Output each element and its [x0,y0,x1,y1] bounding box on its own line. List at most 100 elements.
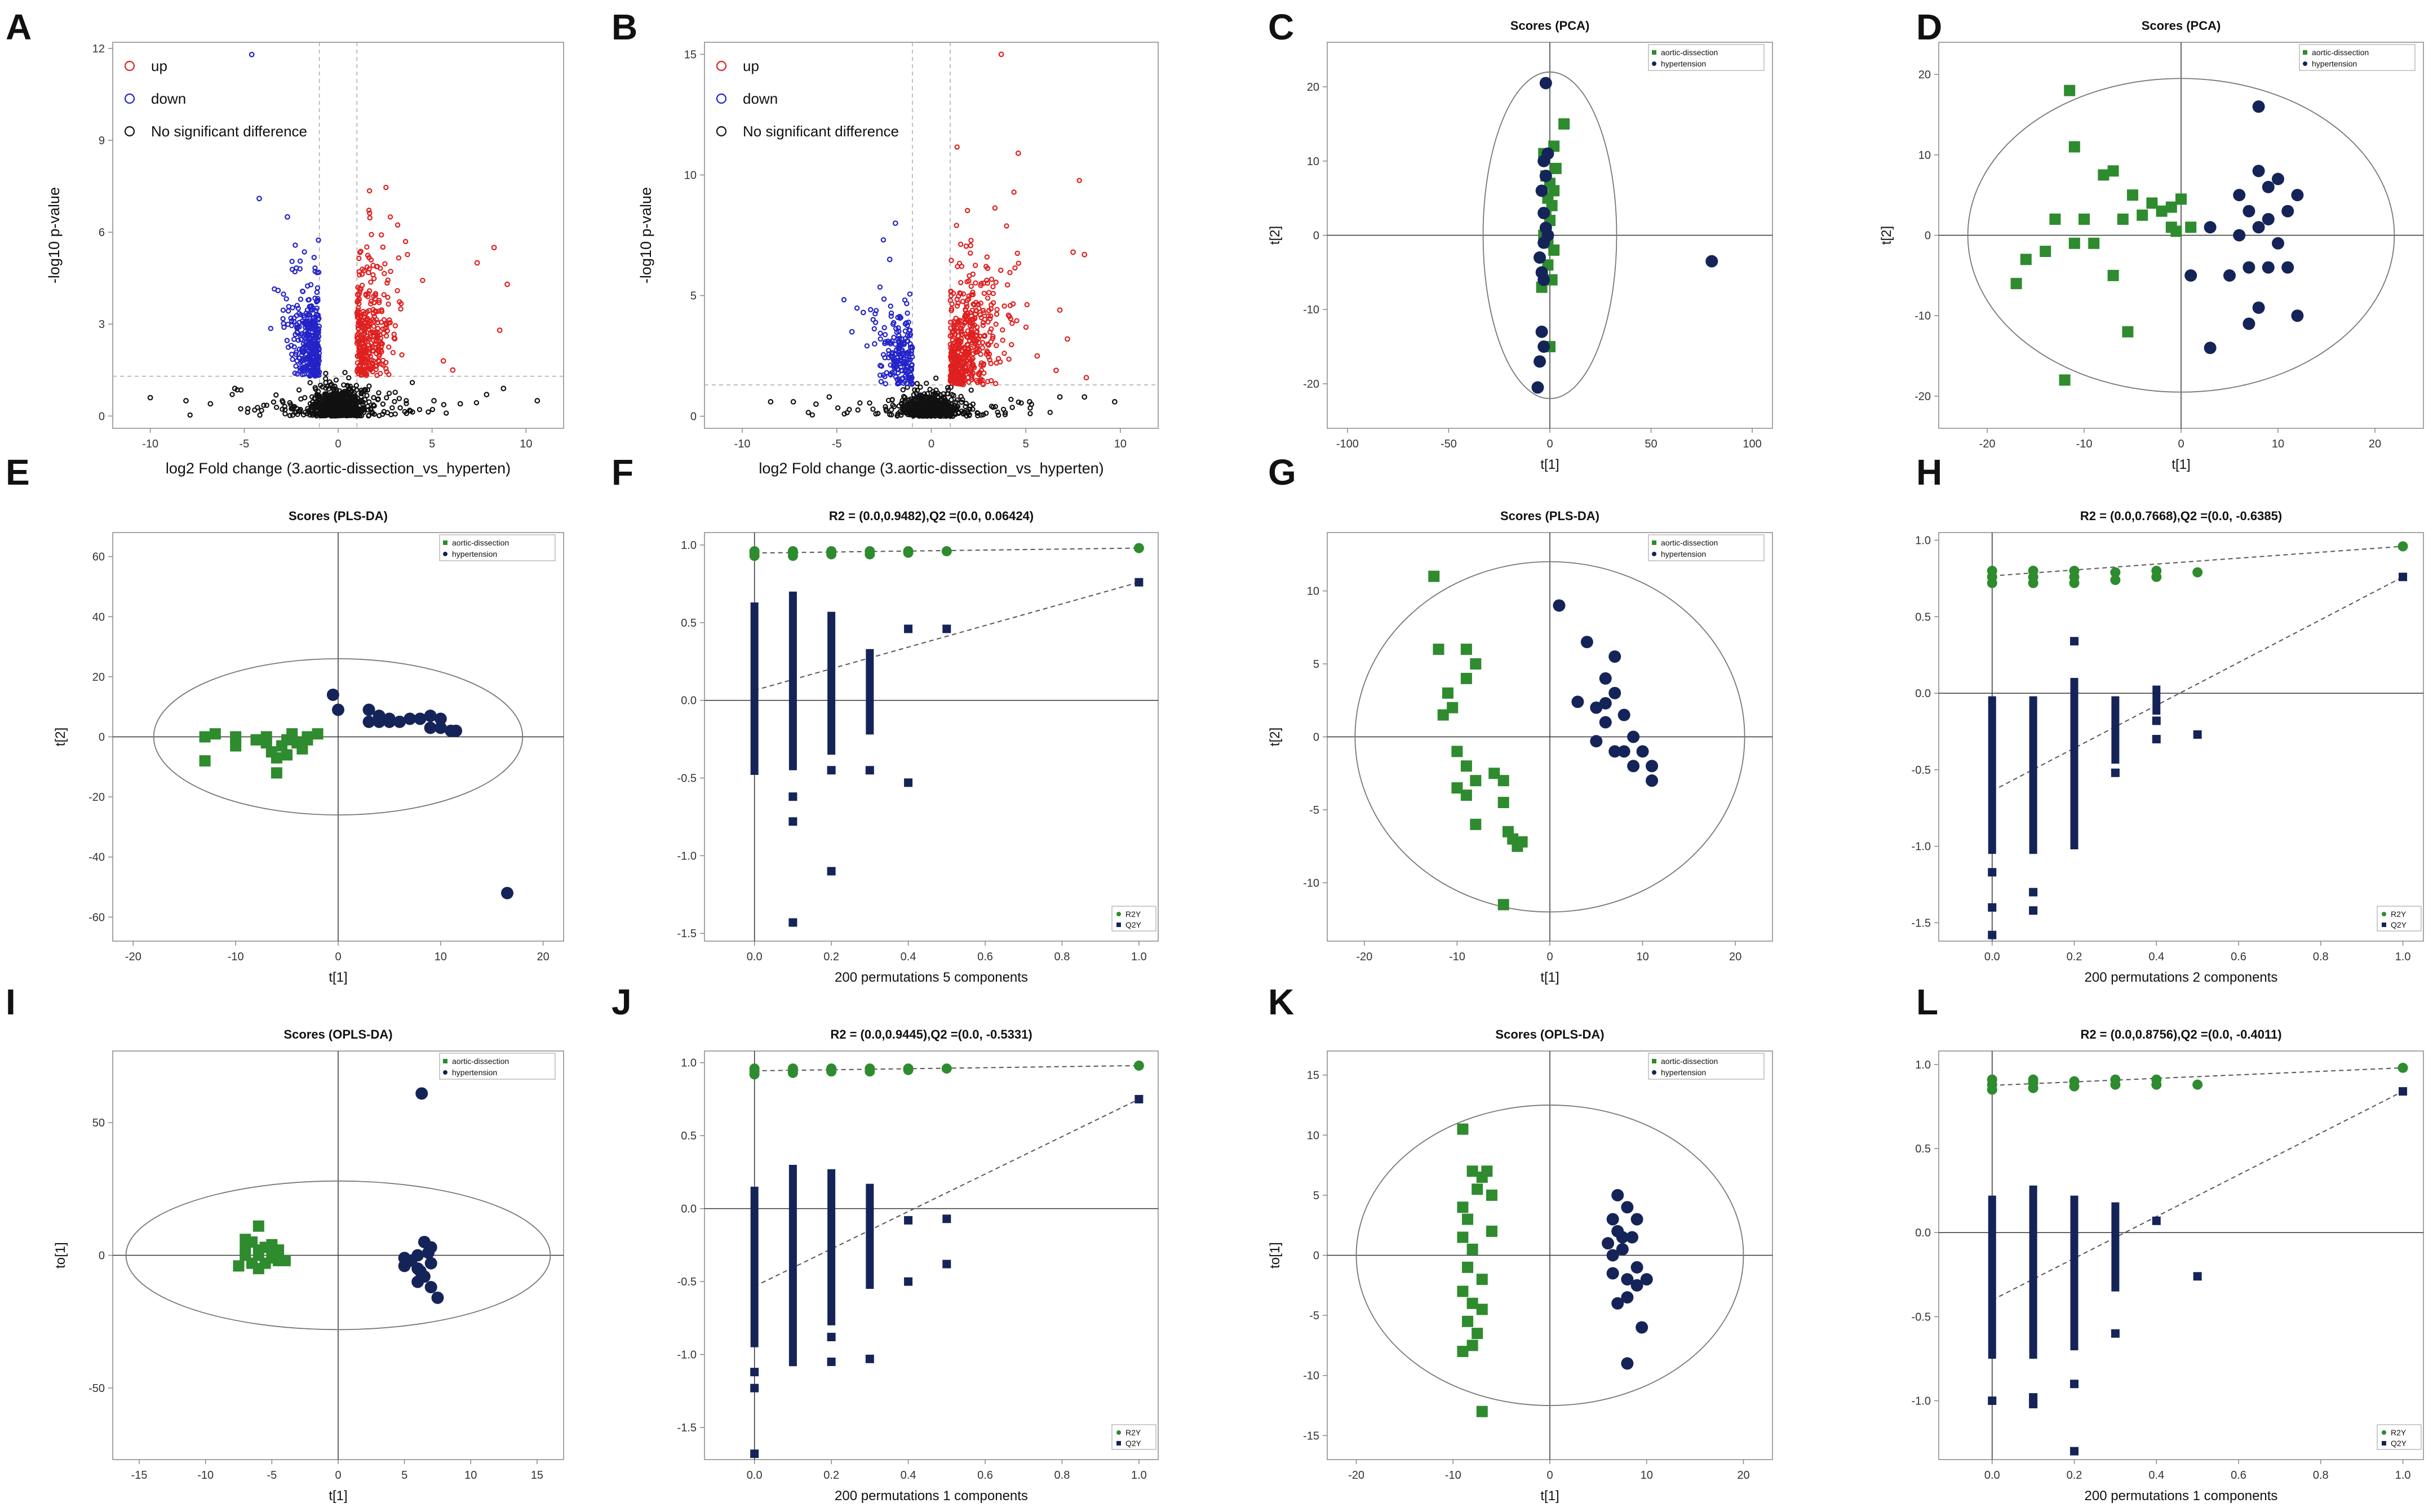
up-point [974,379,981,385]
panel-F: F R2 = (0.0,0.9482),Q2 =(0.0, 0.06424) 0.0… [611,452,1159,985]
legend-marker [443,540,447,545]
down-point [305,297,311,303]
ns-point [990,404,996,410]
down-point [316,355,321,361]
x-tick-label: -100 [1336,438,1359,450]
up-point [378,265,383,271]
ns-point [916,410,923,416]
ns-point [813,401,819,407]
x-tick-label: -5 [832,438,842,450]
down-point [871,341,878,347]
legend-label: hypertension [452,549,497,558]
r2-point [2110,567,2121,578]
down-point [298,312,304,318]
panel-letter-J: J [611,982,632,1022]
y-tick-label: -1.0 [677,1349,697,1362]
hypertension-point [1630,1261,1643,1274]
ns-point [388,412,394,418]
aortic-dissection-point [1481,1165,1493,1177]
down-point [303,325,308,330]
x-tick-label: 50 [1645,438,1657,450]
legend-marker [1652,540,1656,545]
up-point [981,290,987,296]
hypertension-point [1625,1231,1638,1244]
ns-point [941,395,947,401]
q2-point [2029,1400,2038,1409]
panel-H: H R2 = (0.0,0.7668),Q2 =(0.0, -0.6385) 0.0… [1912,452,2424,985]
hypertension-point [2262,261,2275,274]
legend-label: Q2Y [1125,920,1142,929]
down-point [310,326,316,332]
down-point [905,332,911,339]
ns-point [870,406,876,412]
up-point [965,349,971,355]
down-point [313,329,319,335]
q2-point [1988,1396,1997,1405]
panel-letter-G: G [1268,452,1296,493]
ns-point [287,413,293,419]
up-point [976,301,981,307]
hypertension-point [431,1291,444,1304]
y-tick-label: -20 [88,791,105,804]
ns-point [889,397,895,403]
ns-point [924,380,929,386]
y-axis-label: t[2] [1268,728,1283,746]
x-tick-label: -10 [1449,951,1465,963]
y-tick-label: -1.5 [1912,917,1931,929]
aortic-dissection-point [1437,709,1449,721]
y-tick-label: -5 [1309,804,1319,817]
aortic-dissection-point [312,728,323,740]
up-point [964,207,970,214]
hypertension-point [1630,1213,1643,1226]
down-point [902,328,908,334]
q2-point [1988,930,1997,939]
y-tick-label: 0 [1313,731,1319,744]
ns-point [396,396,402,401]
up-point [356,330,361,336]
x-tick-label: 10 [435,951,447,963]
up-point [1001,303,1007,309]
r2-point [2192,567,2203,578]
y-tick-label: -0.5 [677,773,697,785]
q2-range-bar [1988,696,1996,854]
hypertension-point [326,688,339,701]
legend: aortic-dissection hypertension [1648,534,1765,561]
up-point [382,261,388,267]
down-point [280,307,286,313]
up-point [368,301,374,307]
up-point [960,291,967,297]
down-point [299,345,305,352]
aortic-dissection-point [271,767,282,779]
up-point [968,366,973,372]
ns-point [296,387,302,393]
aortic-dissection-point [233,1260,245,1272]
down-point [297,355,303,361]
hypertension-point [2272,237,2284,250]
up-point [1015,150,1021,156]
legend-marker [716,126,727,137]
q2-point [942,1214,951,1223]
down-point [878,362,883,369]
up-point [383,366,389,371]
up-point [981,362,986,368]
ns-point [902,394,908,401]
up-point [370,263,376,268]
aortic-dissection-point [1457,1123,1469,1135]
up-point [358,336,364,342]
up-point [1004,223,1009,229]
legend: aortic-dissection hypertension [2299,44,2416,71]
ns-point [1018,400,1024,406]
plot-frame [1938,532,2424,942]
aortic-dissection-point [1476,1303,1488,1315]
ns-point [975,413,981,419]
down-point [893,364,899,370]
hypertension-point [2272,172,2284,185]
down-point [909,362,915,367]
r2-point [2151,1074,2162,1085]
up-point [969,356,975,362]
legend-label: hypertension [1661,59,1706,68]
legend-label: aortic-dissection [452,1057,509,1066]
down-point [904,380,910,386]
